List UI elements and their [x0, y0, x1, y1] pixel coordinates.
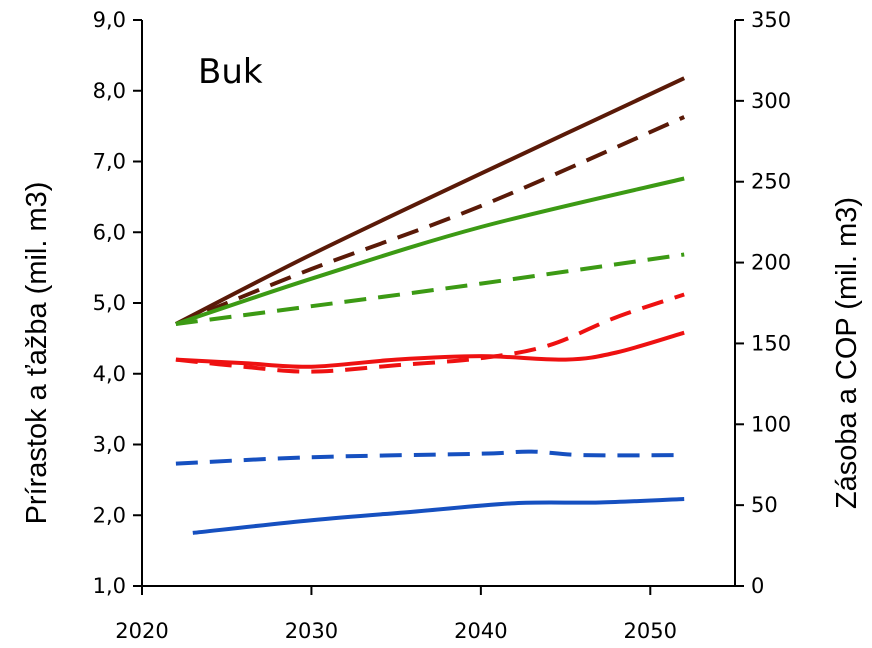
ticks: 1,0 2,0 3,0 4,0 5,0 6,0 7,0 8,0 9,0 0 50 100 150 200 2…: [93, 8, 792, 643]
series-line-7: [175, 449, 685, 466]
y-left-tick-label: 9,0: [93, 8, 126, 32]
chart-title: Buk: [198, 52, 263, 92]
series-line-2: [175, 115, 686, 326]
y-right-tick-label: 100: [751, 412, 791, 436]
series-group: [174, 76, 686, 535]
series-line-3: [175, 176, 685, 326]
y-right-tick-label: 0: [751, 574, 764, 598]
y-left-tick-label: 1,0: [93, 574, 126, 598]
x-tick-label: 2030: [285, 619, 338, 643]
series-line-4: [175, 252, 685, 326]
y-right-tick-label: 50: [751, 493, 778, 517]
y-left-tick-label: 7,0: [93, 150, 126, 174]
x-tick-label: 2050: [624, 619, 677, 643]
x-tick-label: 2020: [115, 619, 168, 643]
y-left-tick-label: 4,0: [93, 362, 126, 386]
series-line-5: [175, 330, 685, 369]
y-left-tick-label: 8,0: [93, 79, 126, 103]
y-left-tick-label: 2,0: [93, 503, 126, 527]
x-tick-label: 2040: [454, 619, 507, 643]
y-right-tick-label: 200: [751, 251, 791, 275]
y-right-tick-label: 150: [751, 331, 791, 355]
series-line-6: [175, 292, 685, 374]
y-left-tick-label: 6,0: [93, 220, 126, 244]
y-right-axis-title: Zásoba a COP (mil. m3): [831, 197, 863, 509]
series-line-1: [174, 76, 686, 326]
series-line-8: [192, 497, 685, 535]
y-right-tick-label: 350: [751, 8, 791, 32]
y-right-tick-label: 250: [751, 170, 791, 194]
y-left-axis-title: Prírastok a ťažba (mil. m3): [21, 182, 53, 525]
y-left-tick-label: 5,0: [93, 291, 126, 315]
y-right-tick-label: 300: [751, 89, 791, 113]
y-left-tick-label: 3,0: [93, 433, 126, 457]
